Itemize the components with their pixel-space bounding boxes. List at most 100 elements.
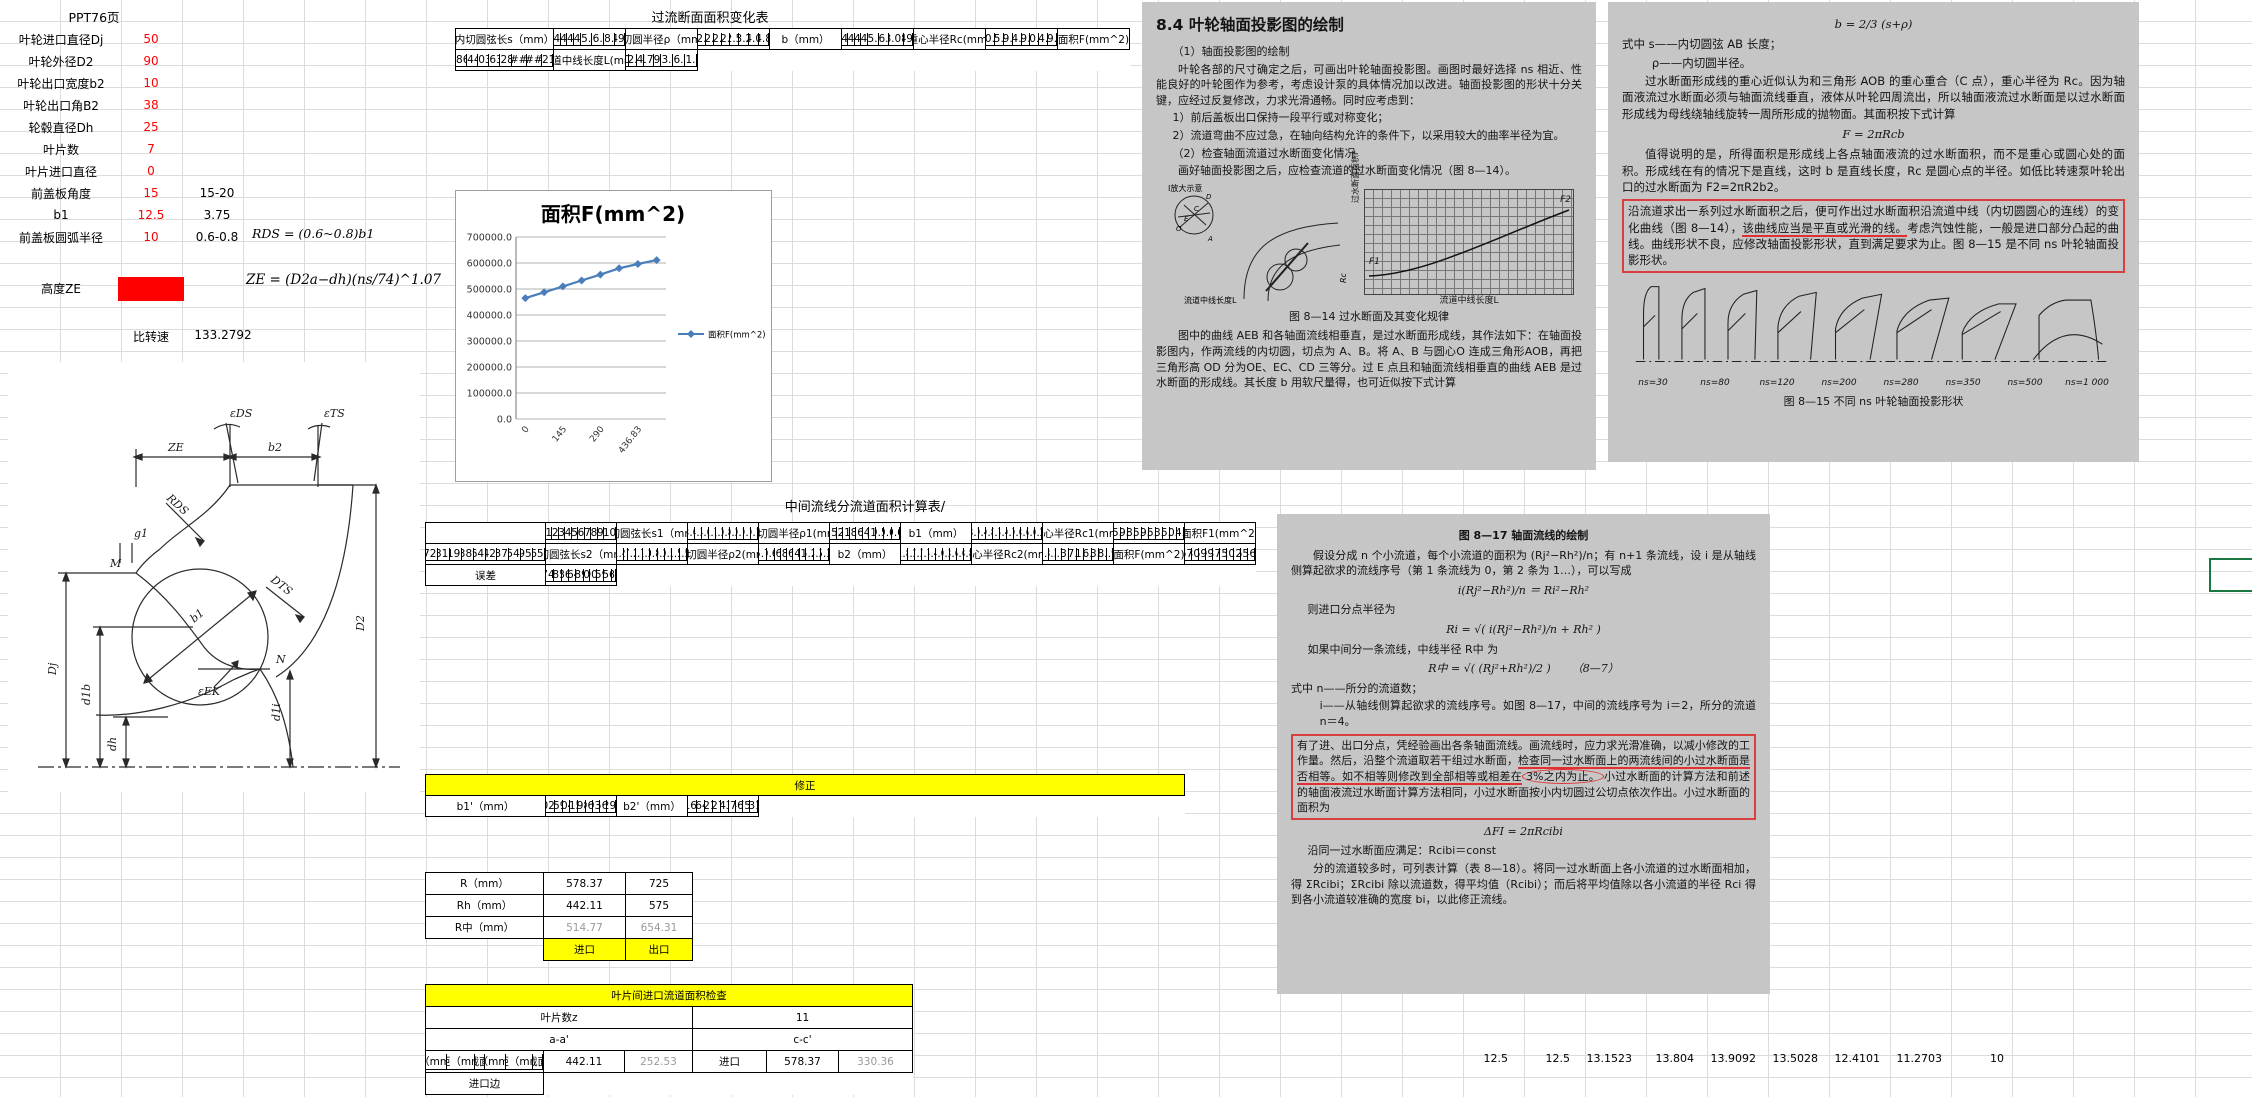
cell[interactable]: 35.28: [805, 547, 814, 561]
param-extra[interactable]: [184, 160, 250, 182]
cell[interactable]: 146.52: [878, 32, 890, 46]
cell[interactable]: 12.5: [1545, 1052, 1571, 1065]
row-label[interactable]: 重心半径Rc2(mm): [972, 544, 1043, 565]
cell[interactable]: 109.73: [1121, 526, 1128, 540]
cell[interactable]: 73.26: [739, 32, 750, 46]
cell[interactable]: 26.68: [1028, 526, 1035, 540]
column-header[interactable]: 1: [546, 526, 553, 540]
param-extra[interactable]: [184, 116, 250, 138]
param-extra[interactable]: 3.75: [203, 208, 231, 222]
cell[interactable]: ########: [511, 53, 527, 67]
cell[interactable]: 464860.2: [456, 53, 468, 67]
column-header[interactable]: 节距（mm）: [505, 1053, 534, 1070]
cell[interactable]: 0.690427: [590, 568, 597, 582]
cell[interactable]: 21: [624, 547, 629, 561]
param-value[interactable]: 10: [143, 76, 159, 90]
cell[interactable]: 进口边: [426, 1073, 544, 1095]
cell[interactable]: 149.7: [903, 32, 913, 46]
height-ze-red-cell[interactable]: [118, 277, 184, 301]
column-header[interactable]: 截面: [533, 1053, 543, 1070]
cell[interactable]: 35.34: [813, 547, 822, 561]
cell[interactable]: 442.11: [544, 895, 626, 917]
cell[interactable]: 13.1523: [1586, 1052, 1633, 1065]
row-label[interactable]: b2'（mm）: [617, 796, 688, 817]
cell[interactable]: 145.04: [867, 32, 879, 46]
cell[interactable]: 29.459893: [554, 799, 563, 813]
cell[interactable]: 71.55: [672, 547, 680, 561]
param-value[interactable]: 38: [143, 98, 159, 112]
cell[interactable]: 148.08: [603, 32, 616, 46]
param-label[interactable]: 轮毂直径Dh: [28, 120, 94, 135]
cell[interactable]: 33.77361: [728, 799, 736, 813]
param-value[interactable]: 15: [143, 186, 159, 200]
row-label[interactable]: 误差: [426, 565, 546, 586]
cell[interactable]: 39.66: [883, 526, 892, 540]
cell[interactable]: 158.98: [1099, 547, 1107, 561]
cell[interactable]: 20318.2: [437, 547, 450, 561]
check-table-title[interactable]: 叶片间进口流道面积检查: [426, 985, 913, 1007]
cell[interactable]: 578.37: [767, 1051, 839, 1073]
cell[interactable]: 1.5464922: [568, 568, 577, 582]
cell[interactable]: 96.76: [1055, 547, 1062, 561]
cell[interactable]: 28.1023667: [546, 799, 555, 813]
cell[interactable]: 14.04: [702, 526, 709, 540]
cell[interactable]: 15.72: [759, 547, 767, 561]
cell[interactable]: 535.03: [994, 32, 1004, 46]
cell[interactable]: 145: [854, 32, 862, 46]
cell[interactable]: 72.5: [705, 32, 714, 46]
cell[interactable]: 118.28: [1128, 526, 1135, 540]
selected-cell-outline[interactable]: [2209, 558, 2252, 592]
cell[interactable]: 111.17: [1076, 547, 1085, 561]
row-label[interactable]: R（mm）: [426, 873, 544, 895]
column-header[interactable]: R（mm）: [426, 1053, 448, 1070]
cell[interactable]: 78.34: [1049, 547, 1056, 561]
row-label[interactable]: 面积F(mm^2): [1114, 544, 1185, 565]
cell[interactable]: 145: [861, 32, 868, 46]
param-value[interactable]: 0: [147, 164, 155, 178]
row-label[interactable]: Rh（mm）: [426, 895, 544, 917]
cell[interactable]: 611216.0: [541, 53, 553, 67]
cell[interactable]: 442.11: [544, 1051, 625, 1073]
cell[interactable]: 26.5298327: [607, 799, 616, 813]
param-label[interactable]: 前盖板圆弧半径: [18, 230, 103, 245]
cell[interactable]: 654.31: [626, 917, 693, 939]
cell[interactable]: 649.82: [1048, 32, 1057, 46]
column-header[interactable]: 节距（mm）: [447, 1053, 475, 1070]
cell[interactable]: 28.14: [972, 526, 979, 540]
param-extra[interactable]: 0.6-0.8: [195, 230, 239, 244]
cell[interactable]: 0.9589652: [576, 568, 584, 582]
row-label[interactable]: 面积F1(mm^2): [1185, 523, 1256, 544]
cell[interactable]: 72.5: [713, 32, 722, 46]
cell[interactable]: 30.22: [1035, 526, 1042, 540]
column-header[interactable]: 2: [552, 526, 559, 540]
cell[interactable]: 5.61: [787, 547, 794, 561]
cell[interactable]: 41.25: [908, 547, 915, 561]
column-header[interactable]: R（mm）: [484, 1053, 506, 1070]
cell[interactable]: 72.5: [721, 32, 730, 46]
cell[interactable]: 10.22: [730, 526, 737, 540]
cell[interactable]: ########: [526, 53, 542, 67]
cell[interactable]: 27.515579: [570, 799, 579, 813]
param-label[interactable]: 叶轮进口直径Dj: [18, 32, 104, 47]
cell[interactable]: 145.72: [1135, 526, 1142, 540]
cell[interactable]: 39.66: [891, 526, 900, 540]
cell[interactable]: 290: [654, 53, 661, 67]
cell[interactable]: 36.921633: [704, 799, 713, 813]
cell[interactable]: 35.34: [821, 547, 829, 561]
param-extra[interactable]: [184, 50, 250, 72]
cell[interactable]: 25.42: [1000, 526, 1007, 540]
cell[interactable]: 25.543065: [720, 799, 729, 813]
cell[interactable]: 11.2703: [1896, 1052, 1943, 1065]
cell[interactable]: 559.83: [1003, 32, 1013, 46]
param-value[interactable]: 12.5: [137, 208, 165, 222]
param-value[interactable]: 25: [143, 120, 159, 134]
cell[interactable]: 363.34: [661, 53, 673, 67]
cell[interactable]: 125.28: [1149, 526, 1156, 540]
cell[interactable]: 630.52: [1030, 32, 1040, 46]
cell[interactable]: 23.75368: [742, 799, 751, 813]
cell[interactable]: 74.85: [759, 32, 769, 46]
row-label[interactable]: R中（mm）: [426, 917, 544, 939]
cell[interactable]: 145: [842, 32, 849, 46]
cell[interactable]: 25.42: [929, 547, 936, 561]
cell[interactable]: 87.92: [1106, 547, 1113, 561]
